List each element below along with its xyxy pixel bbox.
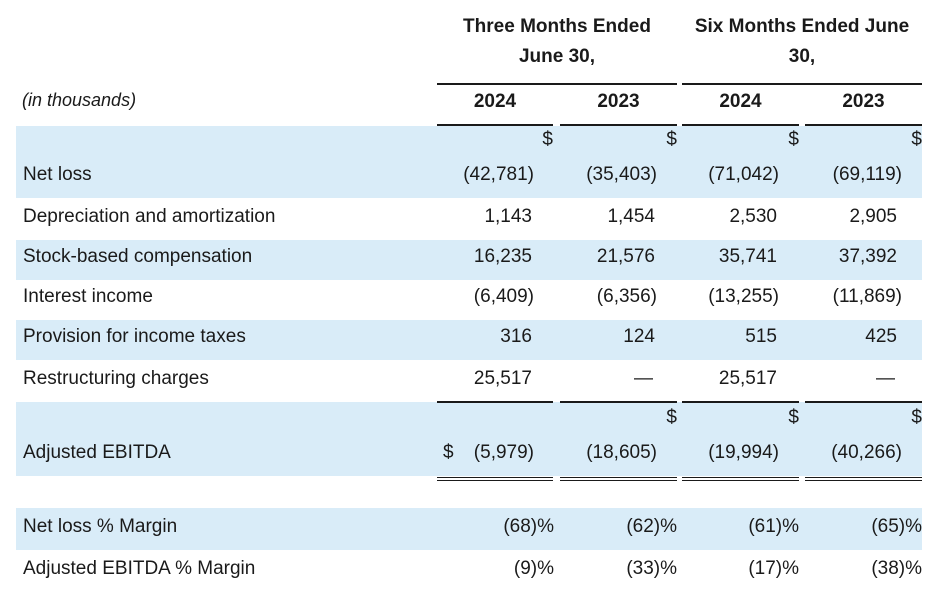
- three-months-header-rule: [437, 83, 677, 85]
- units-label: (in thousands): [22, 90, 137, 110]
- three-months-header-line2: June 30,: [518, 46, 596, 67]
- adjusted-value-2: (18,605): [586, 442, 657, 463]
- net-loss-value-4: (69,119): [832, 164, 902, 185]
- adjusted-dollar-2: $: [666, 407, 677, 428]
- row-label-net-loss-margin: Net loss % Margin: [23, 516, 178, 537]
- adjusted-value-3: (19,994): [708, 442, 779, 463]
- adjusted-dollar-3: $: [788, 407, 799, 428]
- adjusted-margin-value-1: (9)%: [513, 558, 554, 579]
- year-rule-1: [437, 124, 553, 126]
- subtotal-rule-1: [437, 401, 553, 403]
- band-net-loss: [16, 126, 922, 198]
- net-loss-value-1: (42,781): [463, 164, 534, 185]
- provision-value-4: 425: [865, 326, 897, 347]
- stock-based-value-2: 21,576: [596, 246, 655, 267]
- band-net-loss-margin: [16, 508, 922, 550]
- adjusted-dollar-4: $: [911, 407, 922, 428]
- restructuring-value-4: —: [876, 368, 895, 389]
- net-loss-dollar-4: $: [911, 129, 922, 150]
- year-rule-3: [682, 124, 799, 126]
- year-col-2: 2023: [597, 91, 640, 112]
- three-months-header: Three Months Ended June 30,: [437, 12, 677, 72]
- provision-value-3: 515: [745, 326, 777, 347]
- stock-based-value-1: 16,235: [473, 246, 532, 267]
- row-label-net-loss: Net loss: [23, 164, 92, 185]
- band-provision: [16, 320, 922, 360]
- net-loss-margin-value-2: (62)%: [626, 516, 677, 537]
- net-loss-margin-value-4: (65)%: [871, 516, 922, 537]
- provision-value-1: 316: [500, 326, 532, 347]
- restructuring-value-1: 25,517: [473, 368, 532, 389]
- three-months-header-line1: Three Months Ended: [463, 16, 651, 37]
- row-label-stock-based: Stock-based compensation: [23, 246, 253, 267]
- adjusted-margin-value-4: (38)%: [871, 558, 922, 579]
- subtotal-rule-2: [560, 401, 677, 403]
- year-col-1: 2024: [473, 91, 517, 112]
- total-rule-3: [682, 477, 799, 481]
- net-loss-value-2: (35,403): [586, 164, 657, 185]
- subtotal-rule-3: [682, 401, 799, 403]
- total-rule-1: [437, 477, 553, 481]
- six-months-header-rule: [682, 83, 922, 85]
- depreciation-value-1: 1,143: [484, 206, 532, 227]
- year-col-3: 2024: [719, 91, 762, 112]
- interest-income-value-1: (6,409): [473, 286, 534, 307]
- adjusted-value-4: (40,266): [831, 442, 902, 463]
- restructuring-value-3: 25,517: [718, 368, 777, 389]
- row-label-depreciation: Depreciation and amortization: [23, 206, 276, 227]
- row-label-adjusted-margin: Adjusted EBITDA % Margin: [23, 558, 256, 579]
- subtotal-rule-4: [805, 401, 922, 403]
- depreciation-value-2: 1,454: [607, 206, 655, 227]
- adjusted-margin-value-3: (17)%: [748, 558, 799, 579]
- row-label-provision: Provision for income taxes: [23, 326, 246, 347]
- six-months-header-line2: 30,: [788, 46, 816, 67]
- provision-value-2: 124: [623, 326, 655, 347]
- net-loss-margin-value-1: (68)%: [503, 516, 554, 537]
- net-loss-value-3: (71,042): [708, 164, 779, 185]
- net-loss-margin-value-3: (61)%: [748, 516, 799, 537]
- six-months-header-line1: Six Months Ended June: [694, 16, 910, 37]
- adjusted-margin-value-2: (33)%: [626, 558, 677, 579]
- row-label-interest-income: Interest income: [23, 286, 153, 307]
- interest-income-value-2: (6,356): [596, 286, 657, 307]
- year-rule-4: [805, 124, 922, 126]
- depreciation-value-4: 2,905: [849, 206, 897, 227]
- six-months-header: Six Months Ended June 30,: [682, 12, 922, 72]
- net-loss-dollar-2: $: [666, 129, 677, 150]
- row-label-adjusted-ebitda: Adjusted EBITDA: [23, 442, 171, 463]
- adjusted-dollar-1: $: [443, 442, 454, 463]
- depreciation-value-3: 2,530: [729, 206, 777, 227]
- total-rule-2: [560, 477, 677, 481]
- interest-income-value-3: (13,255): [708, 286, 779, 307]
- interest-income-value-4: (11,869): [832, 286, 902, 307]
- net-loss-dollar-1: $: [542, 129, 553, 150]
- band-stock-based: [16, 240, 922, 280]
- adjusted-value-1: (5,979): [473, 442, 534, 463]
- total-rule-4: [805, 477, 922, 481]
- row-label-restructuring: Restructuring charges: [23, 368, 209, 389]
- year-rule-2: [560, 124, 677, 126]
- restructuring-value-2: —: [634, 368, 653, 389]
- stock-based-value-3: 35,741: [718, 246, 777, 267]
- stock-based-value-4: 37,392: [838, 246, 897, 267]
- band-adjusted-ebitda: [16, 402, 922, 476]
- net-loss-dollar-3: $: [788, 129, 799, 150]
- year-col-4: 2023: [842, 91, 885, 112]
